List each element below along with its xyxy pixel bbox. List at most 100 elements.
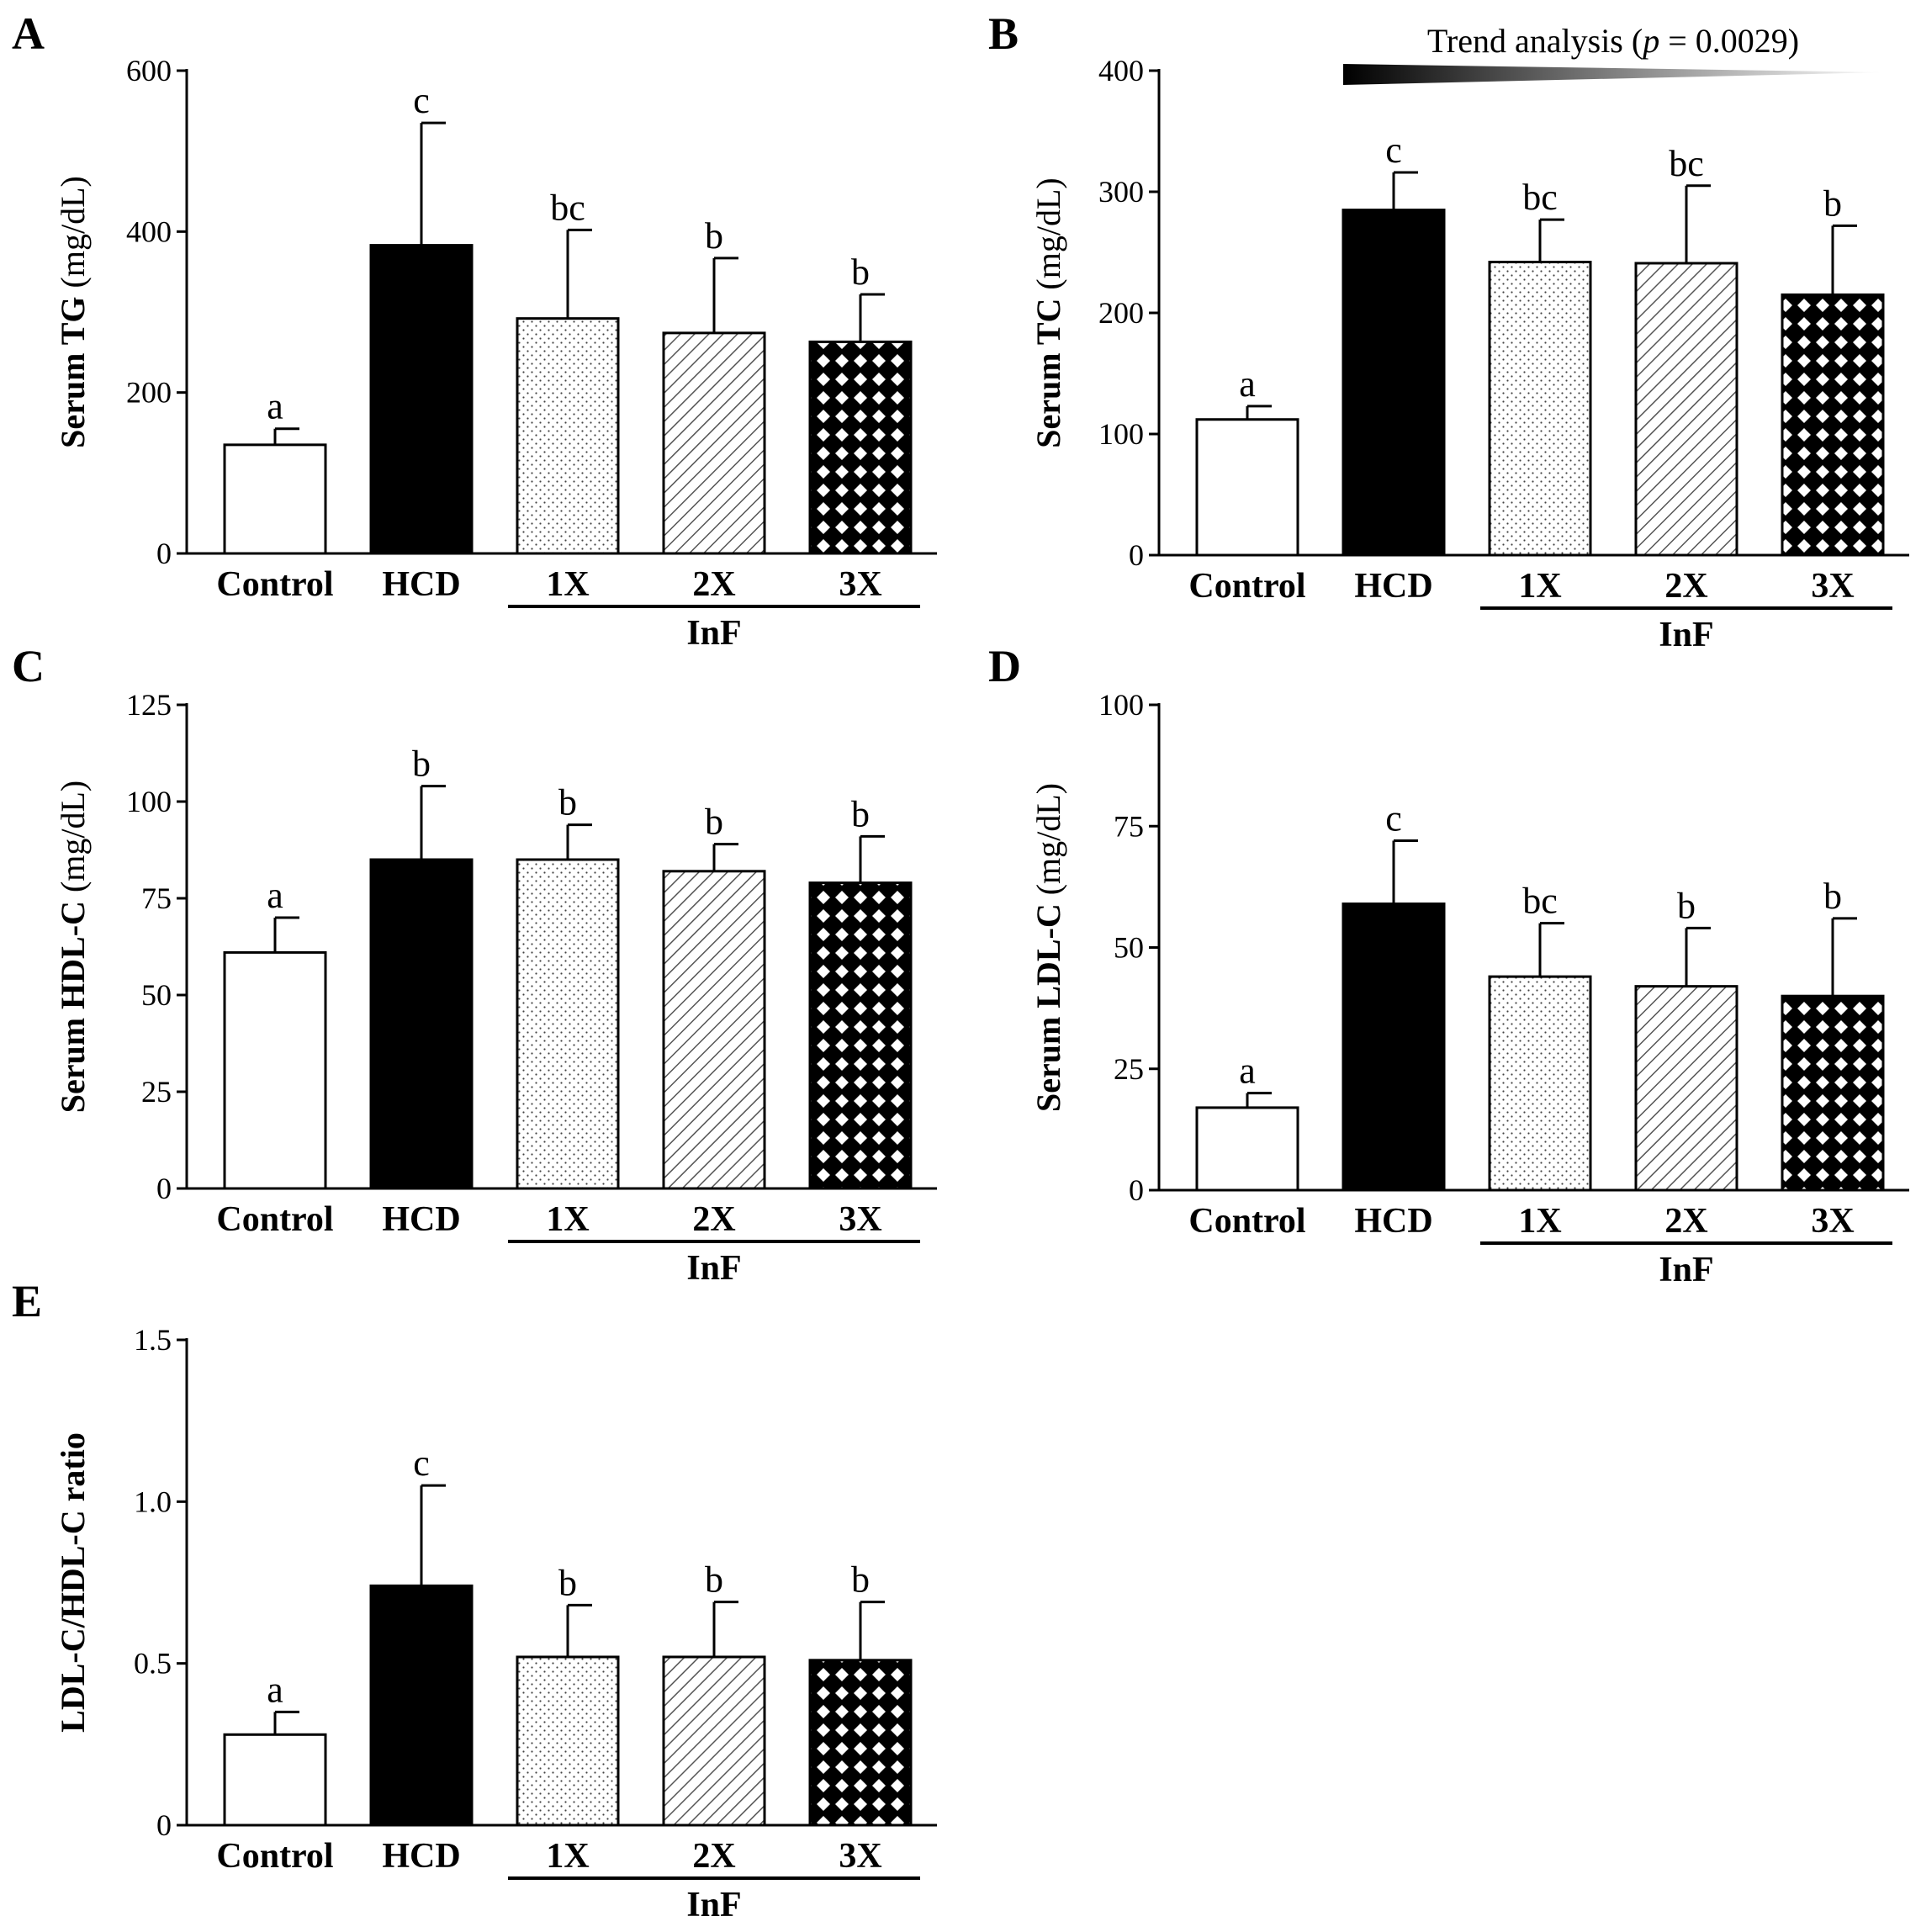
y-axis-label: Serum TC (mg/dL) (1029, 177, 1067, 447)
significance-letter: b (1677, 885, 1696, 926)
group-label: InF (686, 614, 741, 653)
y-tick-label: 50 (1114, 931, 1144, 965)
y-tick-label: 400 (1098, 54, 1144, 87)
y-axis-label: Serum HDL-C (mg/dL) (54, 781, 92, 1114)
bar-3x (808, 1659, 913, 1827)
group-label: InF (1659, 1251, 1713, 1289)
panel-D-letter: D (988, 641, 1021, 691)
category-label: 2X (692, 565, 735, 604)
category-label: HCD (1354, 567, 1432, 606)
y-tick-label: 600 (126, 54, 172, 87)
panel-D: D 0 25 50 75 100 Serum LDL-C (mg/dL) a Control c… (988, 641, 1909, 1289)
category-label: 2X (1664, 1202, 1707, 1241)
y-tick-label: 75 (141, 881, 172, 915)
bar-1x (516, 317, 620, 555)
category-label: 3X (839, 1200, 881, 1239)
category-label: 2X (692, 1200, 735, 1239)
bar-2x (662, 331, 766, 555)
significance-letter: b (1823, 876, 1842, 917)
bar-control (1195, 1106, 1299, 1192)
panel-A-letter: A (12, 8, 45, 59)
category-label: 3X (839, 1837, 881, 1876)
category-label: Control (216, 1837, 333, 1876)
y-tick-label: 0 (156, 537, 172, 570)
category-label: HCD (382, 565, 460, 604)
category-label: 2X (1664, 567, 1707, 606)
y-tick-label: 200 (1098, 296, 1144, 330)
significance-letter: c (1385, 130, 1402, 171)
bar-2x (1634, 985, 1738, 1192)
panel-B-plot: 0 100 200 300 400 Serum TC (mg/dL) a Control c HC… (1029, 54, 1909, 654)
category-label: HCD (382, 1837, 460, 1876)
bar-3x (808, 340, 913, 555)
significance-letter: bc (550, 187, 585, 228)
significance-letter: bc (1669, 143, 1704, 184)
category-label: Control (216, 565, 333, 604)
group-label: InF (686, 1249, 741, 1288)
category-label: 1X (1518, 567, 1561, 606)
panel-E: E 0 0.5 1.0 1.5 LDL-C/HDL-C ratio a Control c HC… (12, 1276, 937, 1924)
bar-control (1195, 418, 1299, 557)
y-tick-label: 1.5 (134, 1323, 172, 1357)
y-tick-label: 75 (1114, 809, 1144, 843)
y-tick-label: 100 (1098, 417, 1144, 451)
category-label: HCD (1354, 1202, 1432, 1241)
category-label: 1X (546, 565, 589, 604)
significance-letter: b (705, 802, 723, 843)
category-label: 2X (692, 1837, 735, 1876)
category-label: Control (1188, 567, 1305, 606)
significance-letter: a (267, 875, 283, 916)
bar-3x (808, 881, 913, 1190)
panel-E-letter: E (12, 1276, 42, 1326)
y-tick-label: 0.5 (134, 1647, 172, 1681)
significance-letter: b (558, 782, 577, 823)
significance-letter: a (1239, 363, 1256, 405)
significance-letter: c (413, 1442, 430, 1484)
bar-1x (516, 1655, 620, 1827)
group-label: InF (686, 1886, 741, 1924)
y-axis-label: LDL-C/HDL-C ratio (54, 1432, 92, 1733)
panel-B: B Trend analysis (p = 0.0029) 0 100 200 300… (988, 8, 1909, 654)
bar-1x (516, 858, 620, 1190)
y-tick-label: 100 (126, 785, 172, 818)
panel-C-letter: C (12, 641, 45, 691)
significance-letter: a (267, 386, 283, 427)
category-label: HCD (382, 1200, 460, 1239)
y-axis-label: Serum TG (mg/dL) (54, 176, 92, 448)
y-tick-label: 200 (126, 376, 172, 410)
y-tick-label: 1.0 (134, 1485, 172, 1518)
panel-A-plot: 0 200 400 600 Serum TG (mg/dL) a Control c HCD bc… (54, 54, 937, 653)
significance-letter: bc (1522, 881, 1558, 922)
panel-D-plot: 0 25 50 75 100 Serum LDL-C (mg/dL) a Control c HC… (1029, 688, 1909, 1289)
category-label: Control (1188, 1202, 1305, 1241)
bar-control (223, 950, 327, 1190)
bar-hcd (1342, 902, 1446, 1192)
significance-letter: a (1239, 1051, 1256, 1092)
significance-letter: b (558, 1562, 577, 1603)
bar-hcd (369, 1584, 474, 1827)
bar-hcd (369, 858, 474, 1190)
y-tick-label: 100 (1098, 688, 1144, 722)
category-label: 1X (1518, 1202, 1561, 1241)
panel-C-plot: 0 25 50 75 100 125 Serum HDL-C (mg/dL) a Control… (54, 688, 937, 1288)
bar-control (223, 1733, 327, 1827)
category-label: 3X (1811, 1202, 1854, 1241)
significance-letter: b (851, 1559, 870, 1601)
significance-letter: b (705, 215, 723, 257)
bar-1x (1488, 975, 1592, 1192)
category-label: 1X (546, 1200, 589, 1239)
significance-letter: bc (1522, 177, 1558, 218)
category-label: 3X (1811, 567, 1854, 606)
bar-hcd (1342, 209, 1446, 557)
y-tick-label: 50 (141, 978, 172, 1012)
group-label: InF (1659, 616, 1713, 654)
bar-3x (1781, 293, 1885, 557)
bar-3x (1781, 994, 1885, 1192)
significance-letter: b (851, 793, 870, 834)
y-tick-label: 0 (156, 1172, 172, 1205)
significance-letter: b (412, 744, 431, 785)
y-tick-label: 0 (156, 1808, 172, 1842)
significance-letter: c (1385, 798, 1402, 839)
bar-2x (1634, 262, 1738, 557)
